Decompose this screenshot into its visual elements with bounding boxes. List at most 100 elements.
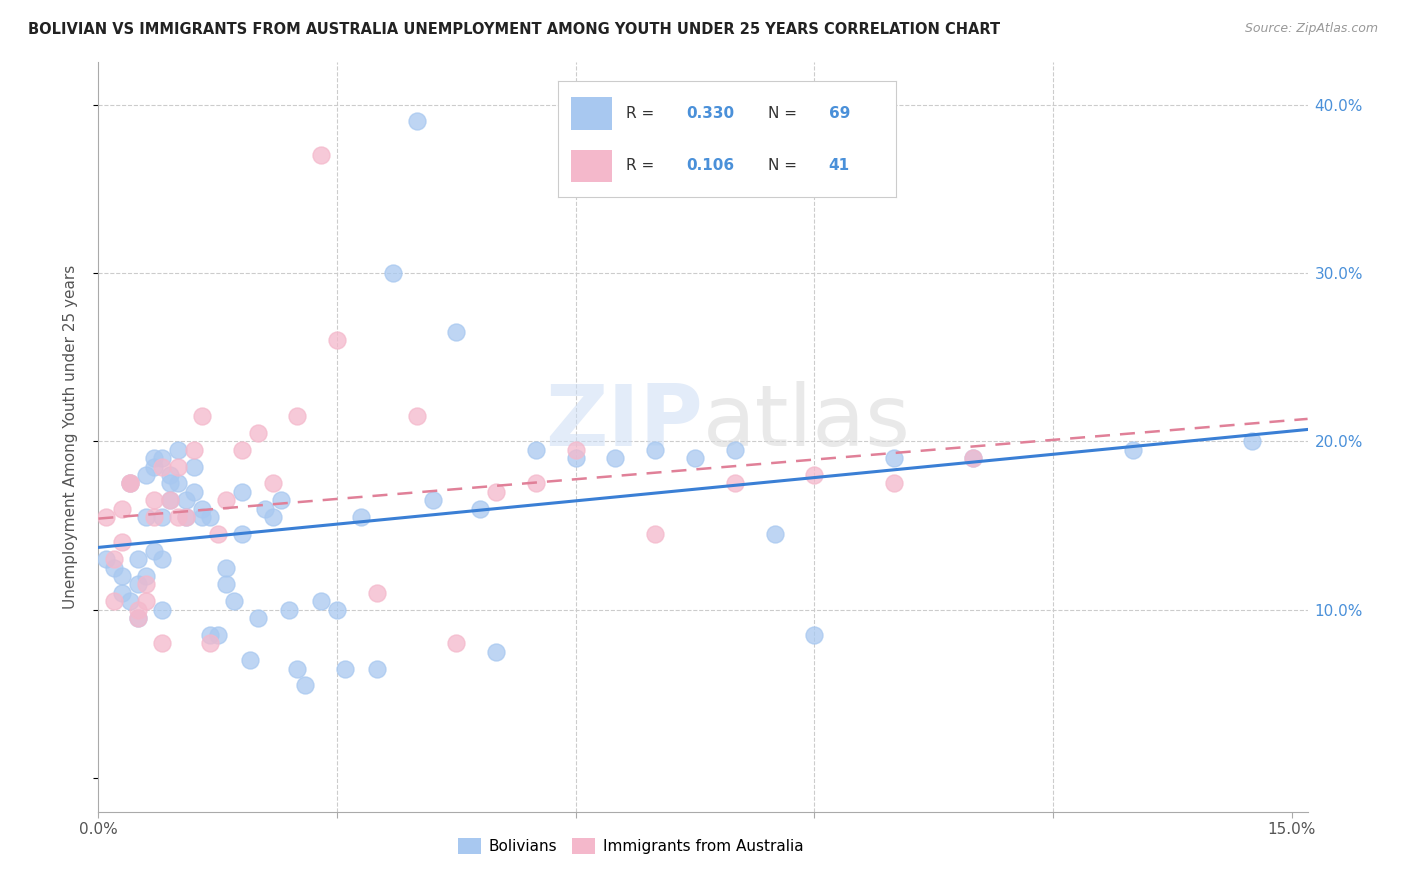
Point: [763, 527, 786, 541]
Point: [564, 451, 586, 466]
Point: [231, 484, 253, 499]
Point: [150, 459, 173, 474]
Point: [724, 476, 747, 491]
Point: [167, 459, 190, 474]
Point: [135, 510, 157, 524]
Point: [120, 476, 142, 491]
Point: [1240, 434, 1263, 449]
Point: [159, 476, 181, 491]
Point: [326, 602, 349, 616]
Point: [111, 501, 134, 516]
Point: [326, 333, 349, 347]
Point: [803, 467, 825, 482]
Text: ZIP: ZIP: [546, 381, 703, 464]
Point: [962, 451, 984, 466]
Point: [174, 493, 197, 508]
Point: [135, 577, 157, 591]
Point: [174, 510, 197, 524]
Point: [644, 527, 666, 541]
Point: [485, 484, 508, 499]
Point: [262, 510, 284, 524]
Point: [198, 628, 221, 642]
Point: [135, 569, 157, 583]
Point: [127, 577, 149, 591]
Point: [143, 543, 166, 558]
Point: [215, 493, 238, 508]
Point: [366, 586, 388, 600]
Point: [143, 459, 166, 474]
Point: [564, 442, 586, 457]
Point: [262, 476, 284, 491]
Point: [159, 467, 181, 482]
Point: [150, 602, 173, 616]
Point: [120, 476, 142, 491]
Point: [183, 459, 205, 474]
Point: [422, 493, 444, 508]
Point: [333, 662, 356, 676]
Text: BOLIVIAN VS IMMIGRANTS FROM AUSTRALIA UNEMPLOYMENT AMONG YOUTH UNDER 25 YEARS CO: BOLIVIAN VS IMMIGRANTS FROM AUSTRALIA UN…: [28, 22, 1000, 37]
Point: [962, 451, 984, 466]
Point: [215, 577, 238, 591]
Point: [683, 451, 706, 466]
Point: [198, 636, 221, 650]
Point: [285, 662, 308, 676]
Point: [350, 510, 373, 524]
Point: [278, 602, 301, 616]
Point: [159, 493, 181, 508]
Point: [254, 501, 277, 516]
Point: [167, 476, 190, 491]
Point: [1122, 442, 1144, 457]
Point: [309, 148, 332, 162]
Point: [150, 451, 173, 466]
Point: [803, 628, 825, 642]
Point: [127, 602, 149, 616]
Point: [724, 442, 747, 457]
Text: Source: ZipAtlas.com: Source: ZipAtlas.com: [1244, 22, 1378, 36]
Point: [103, 594, 125, 608]
Point: [285, 409, 308, 423]
Point: [167, 442, 190, 457]
Point: [446, 636, 468, 650]
Point: [215, 560, 238, 574]
Point: [270, 493, 292, 508]
Point: [111, 586, 134, 600]
Point: [231, 442, 253, 457]
Point: [294, 678, 316, 692]
Point: [159, 493, 181, 508]
Point: [150, 552, 173, 566]
Point: [127, 552, 149, 566]
Point: [644, 442, 666, 457]
Point: [446, 325, 468, 339]
Point: [96, 510, 118, 524]
Point: [405, 114, 427, 128]
Y-axis label: Unemployment Among Youth under 25 years: Unemployment Among Youth under 25 years: [63, 265, 77, 609]
Point: [605, 451, 627, 466]
Point: [103, 560, 125, 574]
Point: [485, 645, 508, 659]
Point: [524, 442, 547, 457]
Point: [883, 451, 905, 466]
Point: [309, 594, 332, 608]
Point: [167, 510, 190, 524]
Point: [191, 501, 214, 516]
Point: [246, 425, 269, 440]
Point: [96, 552, 118, 566]
Point: [150, 636, 173, 650]
Point: [143, 451, 166, 466]
Point: [524, 476, 547, 491]
Point: [381, 266, 404, 280]
Point: [143, 493, 166, 508]
Point: [135, 594, 157, 608]
Point: [405, 409, 427, 423]
Point: [103, 552, 125, 566]
Point: [207, 628, 229, 642]
Point: [207, 527, 229, 541]
Point: [150, 510, 173, 524]
Point: [470, 501, 492, 516]
Point: [127, 611, 149, 625]
Point: [366, 662, 388, 676]
Point: [883, 476, 905, 491]
Point: [111, 569, 134, 583]
Text: atlas: atlas: [703, 381, 911, 464]
Point: [198, 510, 221, 524]
